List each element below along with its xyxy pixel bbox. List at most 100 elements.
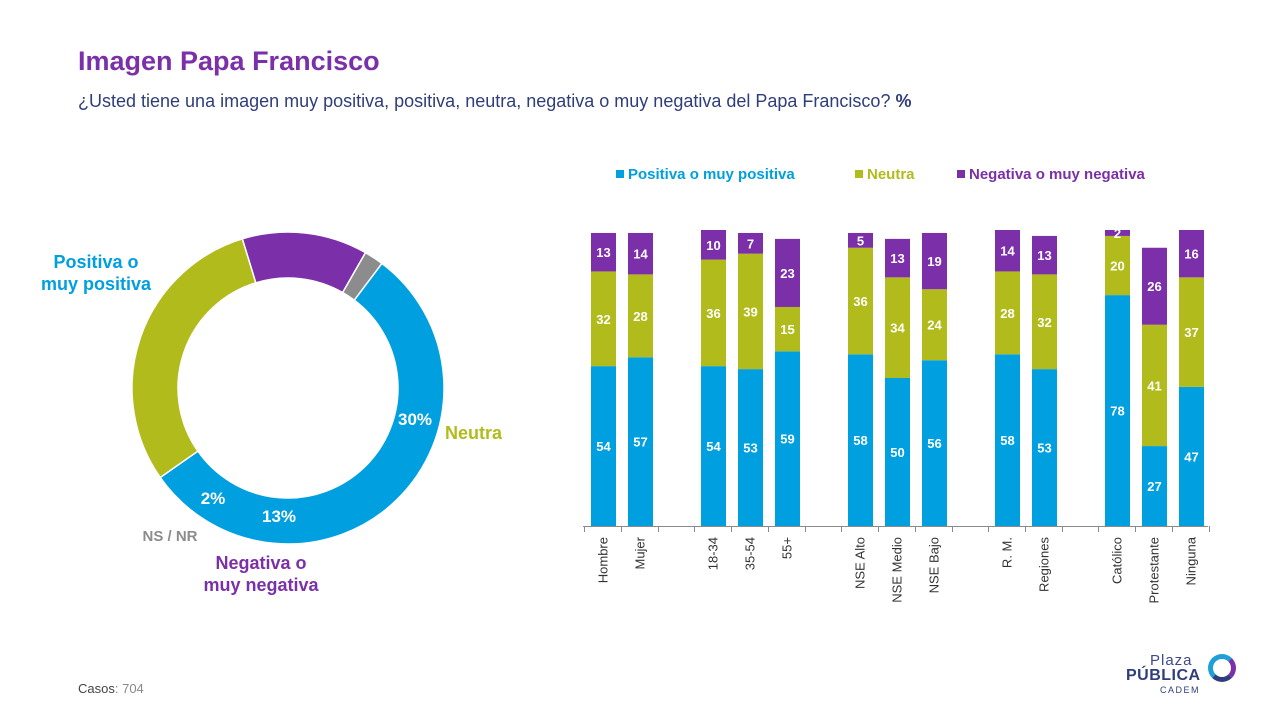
bar-segment	[995, 230, 1020, 272]
donut-slice-label: Negativa o	[215, 553, 306, 573]
legend-swatch	[855, 170, 863, 178]
donut-slice	[159, 262, 445, 545]
bar-segment	[701, 230, 726, 260]
bar-value-label: 47	[1184, 449, 1198, 464]
bar-value-label: 28	[633, 309, 647, 324]
bar-value-label: 54	[596, 439, 611, 454]
bar-value-label: 15	[780, 322, 794, 337]
sample-size: Casos: 704	[78, 681, 144, 696]
bar-value-label: 13	[890, 251, 904, 266]
bar-segment	[775, 351, 800, 526]
bar-value-label: 53	[1037, 441, 1051, 456]
bar-segment	[1032, 235, 1057, 275]
bar-segment	[738, 253, 763, 370]
bar-segment	[775, 306, 800, 352]
bar-segment	[885, 238, 910, 278]
casos-value: : 704	[114, 681, 144, 696]
category-tick-label: NSE Medio	[890, 537, 905, 603]
bar-value-label: 16	[1184, 247, 1198, 262]
bar-segment	[995, 271, 1020, 355]
category-tick-label: Mujer	[633, 536, 648, 569]
bar-value-label: 39	[743, 304, 757, 319]
bar-segment	[922, 360, 947, 526]
bar-value-label: 50	[890, 445, 904, 460]
logo-ring-icon	[1208, 654, 1236, 682]
bar-value-label: 54	[706, 439, 721, 454]
logo-line-1: Plaza	[1150, 652, 1193, 669]
category-tick-label: R. M.	[1000, 537, 1015, 568]
donut-slice-label: muy positiva	[41, 274, 152, 294]
category-tick-label: Hombre	[596, 537, 611, 583]
bar-segment	[1105, 295, 1130, 526]
bar-segment	[1142, 324, 1167, 447]
bar-value-label: 26	[1147, 279, 1161, 294]
bar-segment	[1105, 235, 1130, 296]
bar-value-label: 13	[1037, 248, 1051, 263]
category-tick-label: Católico	[1110, 537, 1125, 584]
legend-swatch	[957, 170, 965, 178]
bar-value-label: 24	[927, 318, 942, 333]
donut-slice-label: Positiva o	[53, 252, 138, 272]
bar-segment	[738, 369, 763, 526]
category-tick-label: Regiones	[1037, 537, 1052, 592]
bar-segment	[995, 354, 1020, 526]
bar-value-label: 14	[1000, 244, 1015, 259]
bar-segment	[775, 238, 800, 307]
donut-value-label: 30%	[398, 410, 432, 429]
page-subtitle: ¿Usted tiene una imagen muy positiva, po…	[78, 91, 911, 112]
cadem-logo: Plaza PÚBLICA CADEM	[1126, 652, 1246, 696]
bar-segment	[701, 366, 726, 526]
bar-segment	[848, 247, 873, 355]
bar-segment	[591, 232, 616, 272]
category-tick-label: Protestante	[1147, 537, 1162, 604]
bar-value-label: 34	[890, 321, 905, 336]
bar-segment	[701, 259, 726, 367]
bar-segment	[1032, 369, 1057, 526]
bar-segment	[628, 232, 653, 275]
bar-value-label: 13	[596, 245, 610, 260]
bar-segment	[591, 271, 616, 367]
bar-segment	[1142, 446, 1167, 526]
bar-value-label: 78	[1110, 404, 1124, 419]
bar-value-label: 10	[706, 238, 720, 253]
category-tick-label: 35-54	[743, 537, 758, 570]
legend-label: Positiva o muy positiva	[628, 166, 795, 183]
bar-value-label: 58	[1000, 433, 1014, 448]
bar-segment	[628, 357, 653, 526]
donut-slice	[131, 237, 257, 479]
donut-value-label: 13%	[262, 507, 296, 526]
bar-value-label: 20	[1110, 259, 1124, 274]
bar-value-label: 36	[853, 294, 867, 309]
bar-segment	[738, 232, 763, 254]
bar-value-label: 19	[927, 254, 941, 269]
legend-label: Neutra	[867, 166, 915, 183]
bar-segment	[1032, 274, 1057, 370]
bar-value-label: 37	[1184, 325, 1198, 340]
bar-value-label: 27	[1147, 479, 1161, 494]
category-tick-label: NSE Bajo	[927, 537, 942, 593]
bar-segment	[1142, 247, 1167, 325]
bar-segment	[1105, 230, 1130, 236]
bar-segment	[848, 354, 873, 526]
bar-value-label: 2	[1114, 226, 1121, 241]
bar-value-label: 28	[1000, 306, 1014, 321]
legend-swatch	[616, 170, 624, 178]
bar-segment	[885, 378, 910, 526]
bar-value-label: 14	[633, 247, 648, 262]
donut-value-label: 2%	[201, 489, 226, 508]
bar-value-label: 58	[853, 433, 867, 448]
legend-label: Negativa o muy negativa	[969, 166, 1146, 183]
category-tick-label: 18-34	[706, 537, 721, 570]
bar-segment	[1179, 386, 1204, 526]
bar-value-label: 32	[596, 312, 610, 327]
bar-value-label: 53	[743, 441, 757, 456]
logo-line-3: CADEM	[1160, 685, 1201, 695]
bar-segment	[1179, 277, 1204, 387]
bar-value-label: 23	[780, 266, 794, 281]
bar-segment	[591, 366, 616, 526]
bar-value-label: 59	[780, 432, 794, 447]
bar-value-label: 7	[747, 236, 754, 251]
subtitle-unit: %	[895, 91, 912, 111]
bar-segment	[922, 232, 947, 290]
